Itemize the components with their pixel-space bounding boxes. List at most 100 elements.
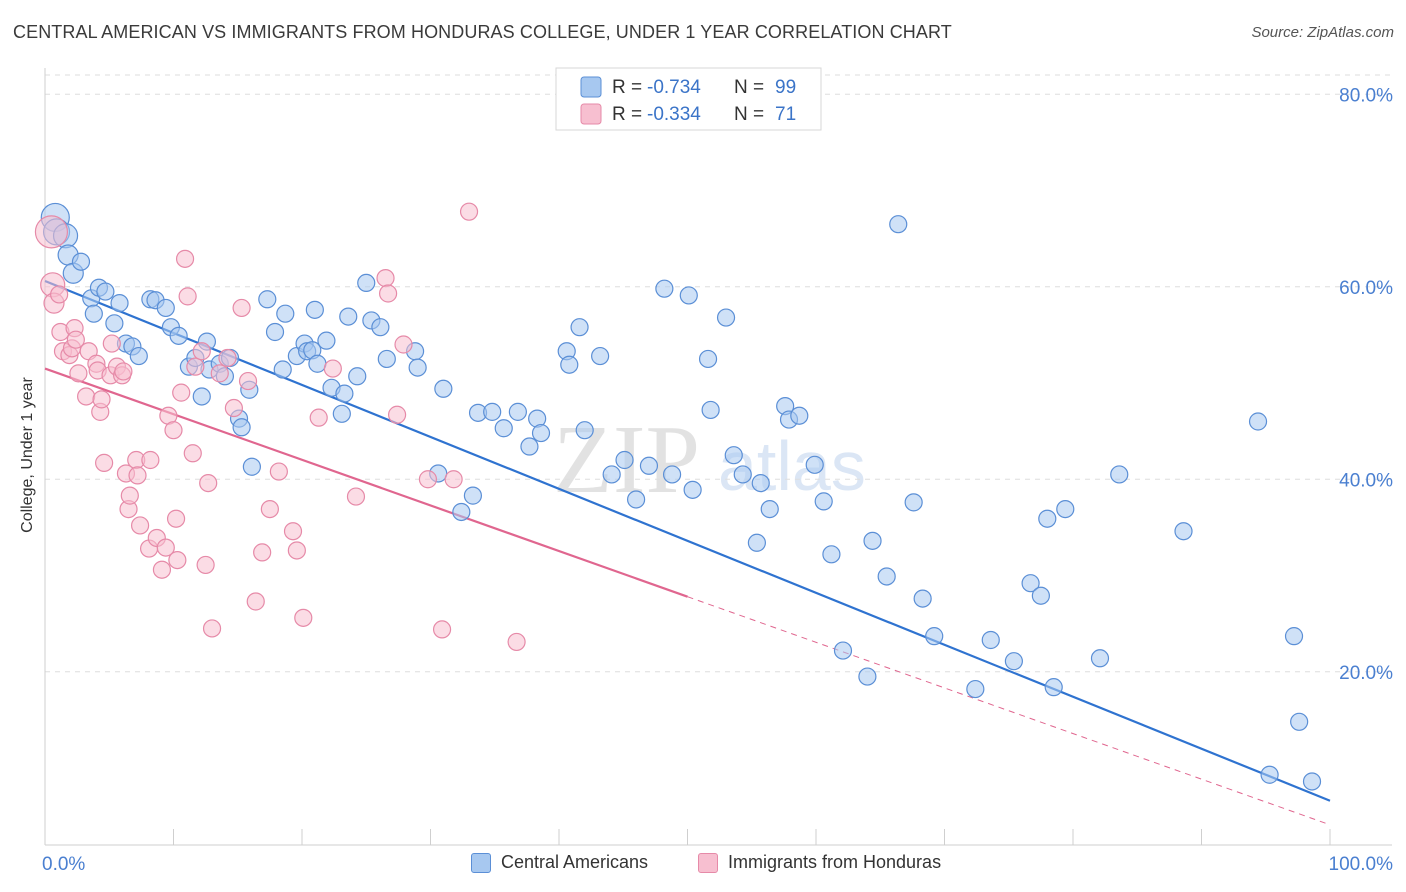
point-central-americans [1056,499,1075,519]
point-immigrants-from-honduras [238,371,258,391]
point-central-americans [129,346,148,366]
point-central-americans [276,304,295,323]
point-immigrants-from-honduras [260,499,279,519]
point-central-americans [317,331,336,350]
chart-title: CENTRAL AMERICAN VS IMMIGRANTS FROM HOND… [13,22,952,42]
point-central-americans [822,545,841,564]
point-immigrants-from-honduras [418,470,438,489]
point-central-americans [733,465,752,484]
point-immigrants-from-honduras [175,249,195,268]
point-immigrants-from-honduras [92,390,111,409]
point-immigrants-from-honduras [130,516,150,535]
legend-r-value: -0.334 [647,104,701,125]
point-central-americans [913,589,932,608]
point-immigrants-from-honduras [246,592,265,611]
point-central-americans [339,307,358,326]
point-central-americans [662,465,682,484]
data-points [34,202,1322,791]
point-central-americans [1044,678,1063,697]
legend-swatch-pink [580,103,602,125]
point-central-americans [463,486,483,505]
point-immigrants-from-honduras [387,405,407,424]
point-central-americans [805,455,824,474]
point-central-americans [698,349,718,369]
point-central-americans [877,567,896,586]
point-immigrants-from-honduras [77,387,96,406]
point-central-americans [105,314,124,333]
point-immigrants-from-honduras [95,453,114,472]
legend-r-label: R = [612,77,642,98]
point-central-americans [348,367,367,386]
point-immigrants-from-honduras [309,408,328,427]
point-central-americans [747,533,766,552]
point-immigrants-from-honduras [186,357,205,376]
point-immigrants-from-honduras [376,268,395,288]
point-central-americans [626,490,646,509]
point-immigrants-from-honduras [394,335,413,354]
point-central-americans [1038,509,1057,528]
point-immigrants-from-honduras [224,398,243,418]
legend-swatch-blue [471,852,491,873]
point-central-americans [570,318,589,337]
tick-labels: 20.0% 40.0% 60.0% 80.0% 0.0% 100.0% [42,85,1393,875]
point-central-americans [1284,627,1304,646]
point-central-americans [96,282,115,301]
point-central-americans [833,641,853,660]
point-immigrants-from-honduras [69,364,88,383]
axes [44,68,1392,846]
point-central-americans [192,387,211,406]
point-central-americans [655,279,674,298]
point-central-americans [639,456,659,475]
point-central-americans [452,502,471,522]
point-central-americans [1090,649,1110,668]
point-immigrants-from-honduras [168,550,187,570]
point-central-americans [591,346,610,366]
point-central-americans [981,630,1000,650]
point-central-americans [925,627,944,646]
point-central-americans [683,480,702,499]
point-immigrants-from-honduras [66,330,85,349]
point-immigrants-from-honduras [378,284,398,303]
point-immigrants-from-honduras [253,543,272,562]
point-central-americans [357,273,376,292]
point-immigrants-from-honduras [199,474,218,493]
point-central-americans [602,465,621,484]
point-immigrants-from-honduras [141,450,160,470]
point-immigrants-from-honduras [287,541,306,560]
point-central-americans [1174,522,1193,541]
x-tick-label: 0.0% [42,854,85,875]
legend-n-value: 71 [775,104,796,125]
point-central-americans [273,360,292,379]
point-central-americans [1021,574,1040,593]
point-central-americans [508,402,527,421]
point-central-americans [679,286,698,305]
legend-swatch-blue [580,76,602,98]
point-central-americans [889,215,908,234]
point-immigrants-from-honduras [166,509,186,528]
point-immigrants-from-honduras [232,298,251,318]
point-immigrants-from-honduras [210,364,229,383]
point-immigrants-from-honduras [178,287,197,306]
point-immigrants-from-honduras [323,359,342,378]
point-central-americans [377,349,396,369]
point-central-americans [371,318,390,337]
trend-lines [44,279,1331,826]
point-central-americans [560,355,579,374]
point-immigrants-from-honduras [152,560,172,579]
point-immigrants-from-honduras [196,555,215,575]
point-central-americans [1110,465,1129,484]
point-immigrants-from-honduras [294,608,313,627]
x-tick-label: 100.0% [1329,854,1394,875]
point-immigrants-from-honduras [283,522,303,541]
point-central-americans [332,404,351,423]
point-central-americans [575,421,594,440]
point-central-americans [814,492,833,511]
point-central-americans [110,294,129,313]
point-central-americans [335,384,354,403]
point-central-americans [520,437,539,456]
point-immigrants-from-honduras [128,466,147,485]
bottom-legend-item-immigrants-from-honduras: Immigrants from Honduras [698,852,941,873]
point-central-americans [308,354,327,373]
point-central-americans [904,493,923,512]
